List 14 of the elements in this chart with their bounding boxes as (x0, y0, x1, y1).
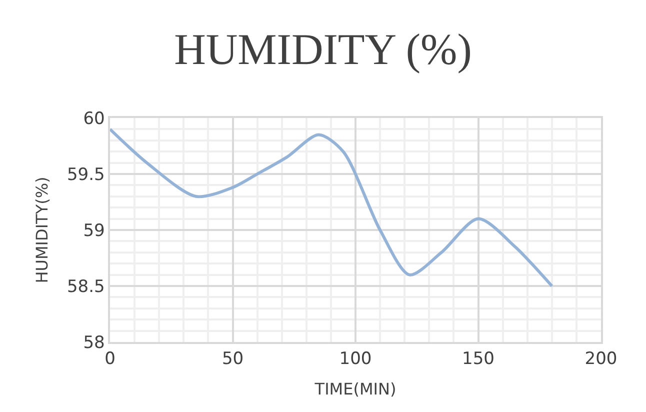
chart-title: HUMIDITY (%) (174, 24, 472, 74)
x-tick-label: 150 (462, 349, 494, 370)
y-tick-label: 59 (83, 220, 105, 241)
x-tick-label: 200 (584, 349, 618, 370)
x-tick-label: 50 (222, 349, 244, 370)
y-tick-label: 60 (83, 108, 105, 129)
y-axis-title: HUMIDITY(%) (32, 176, 52, 284)
y-tick-label: 59.5 (66, 164, 105, 185)
x-tick-label: 100 (339, 349, 372, 370)
y-tick-label: 58 (83, 332, 105, 353)
line-series (110, 128, 554, 288)
y-tick-label: 58.5 (66, 276, 105, 297)
x-tick-label: 0 (104, 349, 116, 370)
x-axis-title: TIME(MIN) (314, 379, 396, 398)
